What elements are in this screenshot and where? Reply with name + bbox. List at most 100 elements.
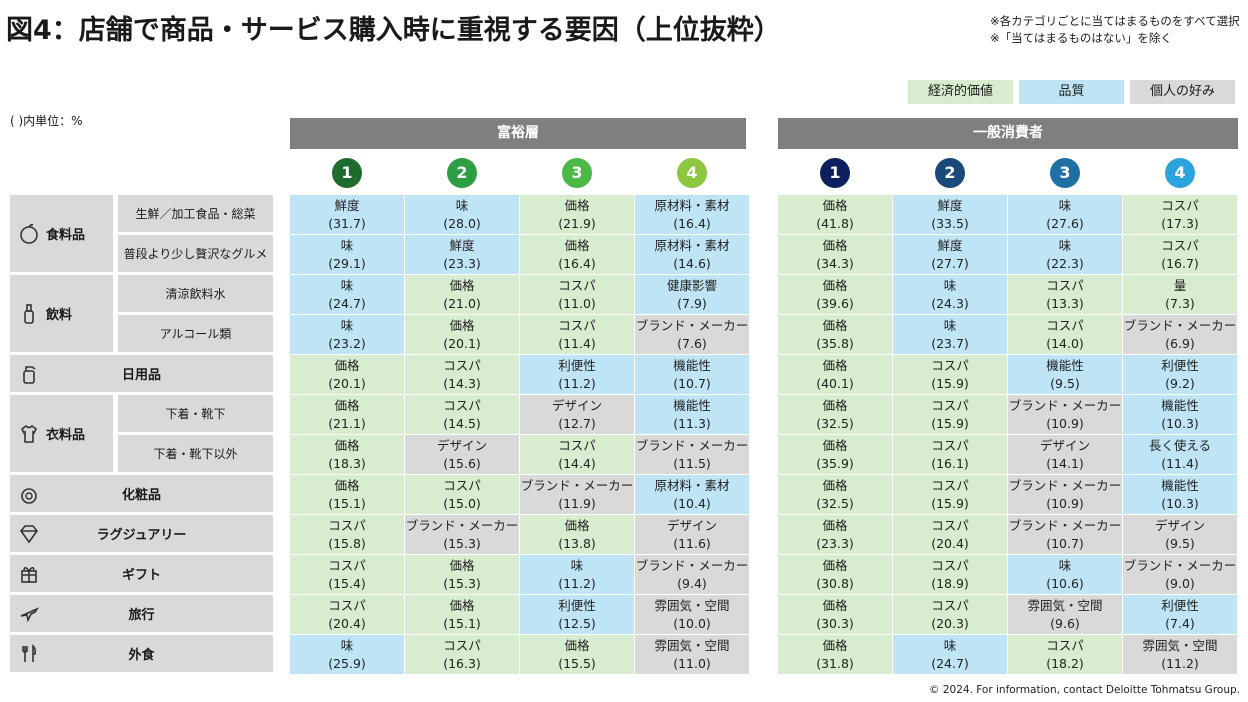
- table-cell: コスパ (17.3): [1123, 195, 1237, 234]
- table-cell: コスパ (15.9): [893, 355, 1007, 394]
- factor-value: (31.8): [816, 655, 854, 671]
- factor-value: (7.9): [677, 295, 707, 311]
- factor-value: (11.5): [673, 455, 711, 471]
- table-cell: ブランド・メーカー (6.9): [1123, 315, 1237, 354]
- factor-value: (9.0): [1165, 575, 1195, 591]
- factor-name: ブランド・メーカー: [1008, 517, 1122, 533]
- factor-value: (24.7): [931, 655, 969, 671]
- table-cell: 利便性 (11.2): [520, 355, 634, 394]
- factor-value: (23.2): [328, 335, 366, 351]
- factor-value: (15.5): [558, 655, 596, 671]
- factor-value: (9.4): [677, 575, 707, 591]
- table-cell: ブランド・メーカー (9.0): [1123, 555, 1237, 594]
- table-cell: 味 (24.7): [893, 635, 1007, 674]
- factor-value: (21.9): [558, 215, 596, 231]
- table-cell: ブランド・メーカー (15.3): [405, 515, 519, 554]
- subcategory-label: アルコール類: [118, 315, 273, 352]
- factor-name: コスパ: [443, 397, 481, 413]
- table-cell: 価格 (13.8): [520, 515, 634, 554]
- factor-name: 味: [570, 557, 584, 573]
- table-cell: 価格 (18.3): [290, 435, 404, 474]
- table-cell: 原材料・素材 (10.4): [635, 475, 749, 514]
- rank-badge: 4: [1165, 158, 1195, 188]
- table-cell: 機能性 (10.3): [1123, 475, 1237, 514]
- factor-value: (14.4): [558, 455, 596, 471]
- factor-name: 味: [340, 277, 354, 293]
- factor-name: 味: [1058, 557, 1072, 573]
- factor-value: (15.0): [443, 495, 481, 511]
- factor-name: 長く使える: [1148, 437, 1212, 453]
- factor-name: 価格: [449, 277, 475, 293]
- table-cell: 味 (28.0): [405, 195, 519, 234]
- factor-value: (10.9): [1046, 415, 1084, 431]
- table-cell: 長く使える (11.4): [1123, 435, 1237, 474]
- group-header: 富裕層: [290, 118, 746, 149]
- factor-value: (23.3): [816, 535, 854, 551]
- table-cell: 味 (27.6): [1008, 195, 1122, 234]
- table-cell: コスパ (16.1): [893, 435, 1007, 474]
- factor-name: コスパ: [1046, 317, 1084, 333]
- table-cell: 機能性 (10.3): [1123, 395, 1237, 434]
- factor-name: 価格: [822, 357, 848, 373]
- factor-name: コスパ: [558, 317, 596, 333]
- factor-name: コスパ: [443, 637, 481, 653]
- factor-name: コスパ: [931, 357, 969, 373]
- factor-value: (21.0): [443, 295, 481, 311]
- table-cell: 価格 (21.1): [290, 395, 404, 434]
- rank-badge: 3: [562, 158, 592, 188]
- table-cell: デザイン (9.5): [1123, 515, 1237, 554]
- table-cell: 機能性 (11.3): [635, 395, 749, 434]
- factor-value: (39.6): [816, 295, 854, 311]
- gift-icon: [21, 566, 37, 583]
- table-cell: 価格 (21.0): [405, 275, 519, 314]
- factor-name: コスパ: [558, 437, 596, 453]
- table-cell: 価格 (15.1): [405, 595, 519, 634]
- table-cell: コスパ (18.2): [1008, 635, 1122, 674]
- group-header: 一般消費者: [778, 118, 1238, 149]
- factor-name: 雰囲気・空間: [1027, 597, 1103, 613]
- factor-value: (16.3): [443, 655, 481, 671]
- factor-name: 価格: [822, 517, 848, 533]
- factor-value: (33.5): [931, 215, 969, 231]
- factor-name: 味: [943, 637, 957, 653]
- factor-value: (34.3): [816, 255, 854, 271]
- table-cell: デザイン (14.1): [1008, 435, 1122, 474]
- factor-value: (16.1): [931, 455, 969, 471]
- table-cell: コスパ (15.9): [893, 475, 1007, 514]
- rank-badge: 4: [677, 158, 707, 188]
- table-cell: 鮮度 (33.5): [893, 195, 1007, 234]
- category-label: 旅行: [10, 595, 273, 632]
- factor-name: 味: [1058, 237, 1072, 253]
- table-cell: 利便性 (7.4): [1123, 595, 1237, 634]
- factor-value: (28.0): [443, 215, 481, 231]
- table-cell: コスパ (14.3): [405, 355, 519, 394]
- table-cell: 価格 (20.1): [405, 315, 519, 354]
- factor-name: 価格: [822, 557, 848, 573]
- factor-value: (7.4): [1165, 615, 1195, 631]
- table-cell: 価格 (30.3): [778, 595, 892, 634]
- legend-economic: 経済的価値: [908, 80, 1013, 104]
- apple-icon: [20, 223, 38, 244]
- table-cell: 味 (22.3): [1008, 235, 1122, 274]
- factor-name: 味: [340, 237, 354, 253]
- table-cell: 価格 (35.9): [778, 435, 892, 474]
- factor-value: (14.6): [673, 255, 711, 271]
- factor-name: デザイン: [436, 437, 487, 453]
- category-label: 日用品: [10, 355, 273, 392]
- table-cell: コスパ (14.4): [520, 435, 634, 474]
- table-cell: 味 (24.7): [290, 275, 404, 314]
- factor-value: (9.2): [1165, 375, 1195, 391]
- factor-value: (29.1): [328, 255, 366, 271]
- factor-value: (17.3): [1161, 215, 1199, 231]
- factor-value: (25.9): [328, 655, 366, 671]
- factor-name: 価格: [822, 237, 848, 253]
- table-cell: コスパ (20.3): [893, 595, 1007, 634]
- table-cell: コスパ (16.3): [405, 635, 519, 674]
- factor-value: (18.2): [1046, 655, 1084, 671]
- factor-name: 鮮度: [334, 197, 360, 213]
- factor-name: 価格: [822, 437, 848, 453]
- table-cell: 価格 (15.5): [520, 635, 634, 674]
- factor-value: (35.9): [816, 455, 854, 471]
- factor-name: 価格: [334, 357, 360, 373]
- footer: © 2024. For information, contact Deloitt…: [929, 684, 1240, 696]
